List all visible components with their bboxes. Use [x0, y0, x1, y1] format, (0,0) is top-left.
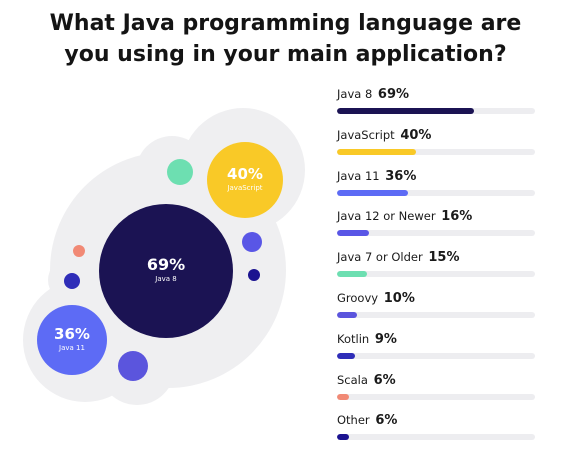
bar-track: [337, 352, 535, 359]
bar-java-12-or-newer: [337, 230, 369, 237]
bar-row-kotlin: Kotlin 9%: [337, 331, 535, 371]
bubble-java-12-or-newer: [242, 232, 262, 252]
bubble-scala: [73, 245, 85, 257]
bar-category-label: Groovy: [337, 291, 379, 305]
bar-row-other: Other 6%: [337, 412, 535, 452]
bar-row-scala: Scala 6%: [337, 372, 535, 412]
bar-category-label: Java 8: [337, 87, 373, 101]
bar-value-label: 36%: [385, 168, 417, 184]
bubble-name-label: JavaScript: [226, 184, 262, 192]
bar-category-label: Java 7 or Older: [337, 250, 423, 265]
bar-category-label: Scala: [337, 372, 368, 387]
bar-category-label: Java 12 or Newer: [337, 209, 436, 224]
bar-label: Scala 6%: [337, 372, 396, 389]
bar-label: Java 8 69%: [337, 86, 409, 103]
bubble-value-label: 36%: [54, 325, 90, 343]
bar-scala: [337, 393, 349, 400]
bar-value-label: 15%: [428, 250, 460, 266]
bar-row-javascript: JavaScript 40%: [337, 127, 535, 167]
bubble-java-8: [99, 204, 233, 338]
chart-title-line-2: you using in your main application?: [64, 42, 507, 67]
bubble-other: [248, 269, 260, 281]
bubble-name-label: Java 8: [154, 275, 176, 283]
bubble-kotlin: [64, 273, 80, 289]
bar-label: Java 12 or Newer 16%: [337, 208, 472, 225]
bar-value-label: 69%: [377, 87, 410, 102]
bar-java-7-or-older: [337, 271, 367, 278]
bar-java-11: [337, 189, 409, 196]
bar-value-label: 10%: [383, 291, 415, 306]
bubble-javascript: [207, 142, 283, 218]
bar-label: JavaScript 40%: [337, 127, 431, 144]
bubble-java-7-or-older: [167, 159, 193, 185]
bar-value-label: 40%: [400, 127, 432, 143]
bar-value-label: 9%: [374, 331, 397, 347]
bubble-java-11: [37, 305, 107, 375]
bubble-value-label: 69%: [147, 255, 185, 274]
bar-value-label: 6%: [375, 413, 398, 429]
bubble-value-label: 40%: [227, 165, 263, 183]
bar-track: [337, 230, 535, 237]
bar-category-label: Java 11: [337, 168, 380, 183]
bar-javascript: [337, 148, 417, 155]
bar-row-java-12-or-newer: Java 12 or Newer 16%: [337, 208, 535, 248]
bar-value-label: 16%: [441, 209, 473, 225]
bar-category-label: Other: [337, 413, 370, 428]
bar-row-java-7-or-older: Java 7 or Older 15%: [337, 249, 535, 289]
bubble-marks: 69%Java 8 40%JavaScript 36%Java 11: [37, 142, 283, 381]
bar-label: Java 7 or Older 15%: [337, 249, 459, 266]
bar-other: [337, 434, 349, 441]
bar-label: Java 11 36%: [337, 168, 416, 185]
bar-kotlin: [337, 352, 355, 359]
bubble-groovy: [118, 351, 148, 381]
bar-track: [337, 108, 535, 114]
bar-track: [337, 393, 535, 400]
bar-category-label: Kotlin: [337, 331, 370, 346]
bar-groovy: [337, 312, 357, 318]
bar-track: [337, 312, 535, 318]
chart-title-line-1: What Java programming language are: [49, 11, 522, 36]
bar-row-java-8: Java 8 69%: [337, 86, 535, 126]
chart-title: What Java programming language are you u…: [0, 8, 571, 70]
bar-java-8: [337, 108, 474, 114]
bar-track: [337, 189, 535, 196]
bar-label: Kotlin 9%: [337, 331, 397, 348]
bubble-name-label: Java 11: [58, 344, 85, 352]
bar-row-java-11: Java 11 36%: [337, 168, 535, 208]
bar-track: [337, 434, 535, 441]
bar-track: [337, 148, 535, 155]
bar-label: Other 6%: [337, 412, 397, 429]
bar-track: [337, 271, 535, 278]
bar-value-label: 6%: [373, 372, 396, 388]
bar-label: Groovy 10%: [337, 290, 415, 307]
bar-category-label: JavaScript: [337, 127, 395, 142]
bar-row-groovy: Groovy 10%: [337, 290, 535, 330]
